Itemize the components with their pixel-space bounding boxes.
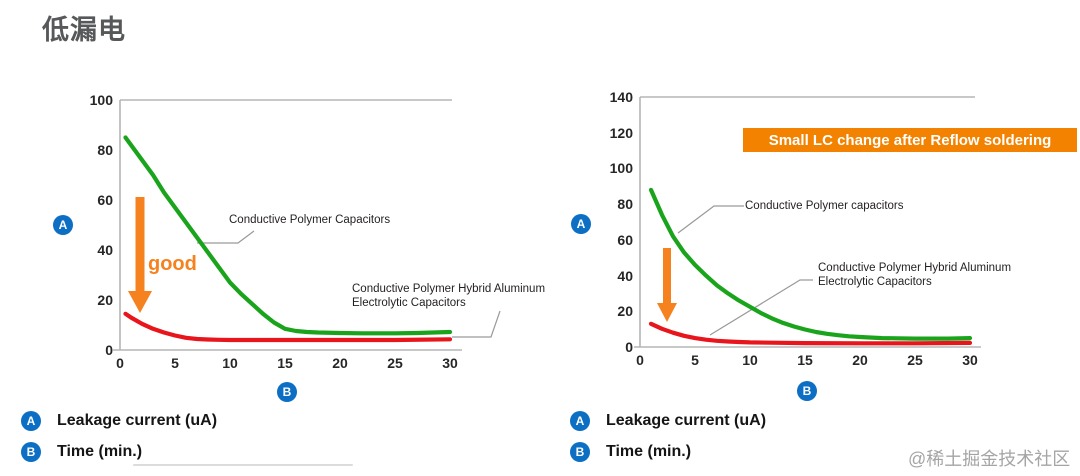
y-tick-label: 20 (617, 303, 633, 320)
x-axis-badge-b-left: B (277, 382, 297, 402)
x-tick-label: 0 (116, 355, 124, 371)
hybrid-curve-label-left: Conductive Polymer Hybrid Aluminum Elect… (352, 283, 546, 309)
reflow-soldering-banner: Small LC change after Reflow soldering (743, 128, 1077, 152)
y-tick-label: 80 (617, 196, 633, 213)
y-tick-label: 0 (625, 339, 633, 355)
legend-label-time-left: Time (min.) (57, 443, 143, 460)
left-chart-plot (113, 99, 501, 351)
x-tick-label: 10 (222, 355, 238, 371)
x-tick-label: 15 (277, 355, 293, 371)
good-annotation: good (148, 253, 197, 275)
y-tick-label: 0 (105, 342, 113, 358)
y-tick-label: 100 (609, 160, 633, 177)
x-tick-label: 25 (907, 352, 923, 368)
x-tick-label: 15 (797, 352, 813, 368)
x-tick-label: 0 (636, 352, 644, 368)
legend-label-leakage-left: Leakage current (uA) (57, 412, 218, 429)
x-axis-badge-b-right: B (797, 381, 817, 401)
page-title: 低漏电 (42, 15, 126, 45)
x-tick-label: 20 (852, 352, 868, 368)
hybrid-curve (123, 311, 453, 343)
label-leader-line (709, 279, 813, 336)
y-axis-badge-a-left: A (53, 215, 73, 235)
watermark: @稀土掘金技术社区 (908, 449, 1071, 469)
y-axis-badge-a-right: A (571, 214, 591, 234)
y-tick-label: 40 (617, 267, 633, 284)
label-leader-line (677, 205, 744, 234)
legend-badge-a-left: A (21, 411, 41, 431)
y-tick-label: 60 (617, 231, 633, 248)
label-leader-line (452, 310, 501, 338)
x-tick-label: 5 (691, 352, 699, 368)
label-leader-line (197, 230, 255, 244)
y-tick-label: 40 (97, 242, 113, 258)
legend-badge-b-left: B (21, 442, 41, 462)
y-tick-label: 80 (97, 142, 113, 158)
y-tick-label: 140 (609, 89, 633, 105)
y-tick-label: 20 (97, 292, 113, 308)
x-tick-label: 20 (332, 355, 348, 371)
legend-label-time-right: Time (min.) (606, 443, 692, 460)
polymer-curve-label-left: Conductive Polymer Capacitors (229, 214, 391, 226)
x-tick-label: 25 (387, 355, 403, 371)
polymer-curve-label-right: Conductive Polymer capacitors (745, 200, 904, 212)
legend-label-leakage-right: Leakage current (uA) (606, 412, 767, 429)
x-tick-label: 5 (171, 355, 179, 371)
hybrid-curve-label-right: Conductive Polymer Hybrid Aluminum Elect… (818, 262, 1012, 288)
hybrid-curve (648, 321, 973, 346)
bottom-divider-line (133, 464, 353, 466)
y-tick-label: 120 (609, 124, 633, 141)
x-tick-label: 30 (442, 355, 458, 371)
down-arrow-icon (657, 248, 677, 322)
x-tick-label: 10 (742, 352, 758, 368)
x-tick-label: 30 (962, 352, 978, 368)
y-tick-label: 60 (97, 192, 113, 208)
y-tick-label: 100 (89, 92, 113, 108)
right-chart-plot (634, 96, 981, 348)
legend-badge-a-right: A (570, 411, 590, 431)
legend-badge-b-right: B (570, 442, 590, 462)
